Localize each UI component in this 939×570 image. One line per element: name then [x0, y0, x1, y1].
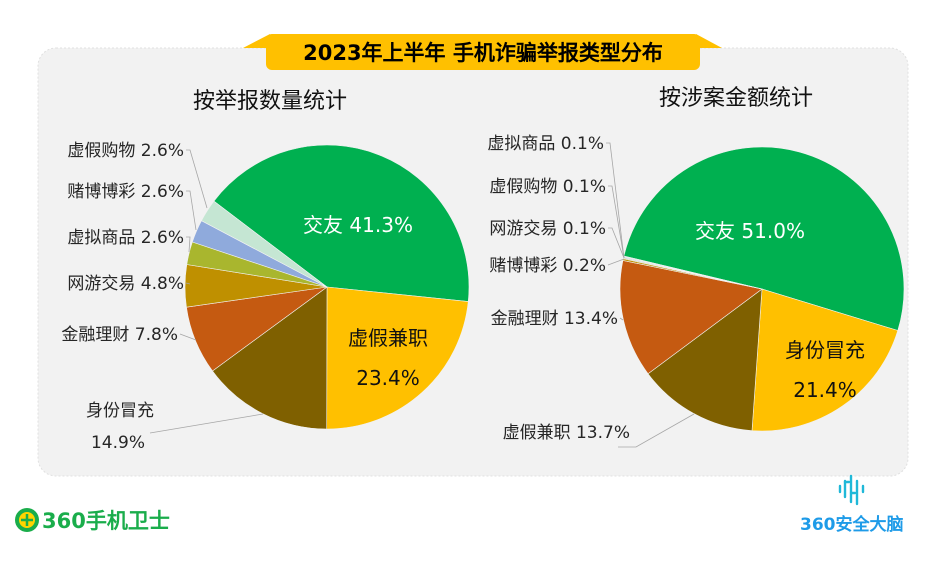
data-label: 赌博博彩 0.2% — [489, 256, 606, 276]
soundwave-icon — [838, 474, 865, 506]
pie-slice-虚假兼职 — [647, 288, 763, 431]
pie-slice-身份冒充 — [751, 288, 899, 432]
pie-slice-虚假兼职 — [326, 286, 469, 430]
title-banner: 2023年上半年 手机诈骗举报类型分布 — [243, 34, 722, 70]
data-label: 23.4% — [356, 366, 420, 390]
data-label: 虚假兼职 13.7% — [503, 423, 630, 443]
data-label: 21.4% — [793, 378, 857, 402]
data-label: 网游交易 0.1% — [489, 219, 606, 239]
pie-slice-身份冒充 — [212, 286, 328, 430]
pie-slice-虚假购物 — [201, 200, 328, 288]
logo-360-security-brain: 360安全大脑 — [800, 474, 904, 535]
data-label: 虚假兼职 — [348, 326, 428, 350]
data-label: 身份冒充 — [785, 338, 865, 362]
pie-slice-交友 — [623, 146, 905, 331]
data-label: 交友 41.3% — [303, 213, 413, 237]
logo-360-mobile-guard: 360手机卫士 — [15, 508, 170, 533]
data-label: 交友 51.0% — [695, 219, 805, 243]
data-label: 虚假购物 2.6% — [67, 141, 184, 161]
pie-slice-交友 — [213, 144, 470, 302]
data-label: 网游交易 4.8% — [67, 274, 184, 294]
data-label: 虚拟商品 2.6% — [67, 228, 184, 248]
data-label: 金融理财 13.4% — [491, 309, 618, 329]
svg-text:360安全大脑: 360安全大脑 — [800, 514, 904, 535]
left-pie-title: 按举报数量统计 — [193, 89, 347, 114]
left-pie — [184, 144, 470, 430]
right-pie — [619, 146, 905, 432]
data-label: 身份冒充 — [86, 401, 154, 421]
pie-slice-金融理财 — [619, 260, 763, 375]
svg-text:360手机卫士: 360手机卫士 — [42, 509, 170, 533]
right-leader-lines — [606, 142, 695, 448]
data-label: 虚假购物 0.1% — [489, 177, 606, 197]
data-label: 虚拟商品 0.1% — [487, 134, 604, 154]
left-leader-lines — [149, 149, 264, 434]
main-title: 2023年上半年 手机诈骗举报类型分布 — [303, 41, 663, 65]
data-label: 赌博博彩 2.6% — [67, 182, 184, 202]
right-pie-title: 按涉案金额统计 — [659, 86, 813, 111]
data-label: 金融理财 7.8% — [61, 325, 178, 345]
data-label: 14.9% — [91, 433, 145, 453]
